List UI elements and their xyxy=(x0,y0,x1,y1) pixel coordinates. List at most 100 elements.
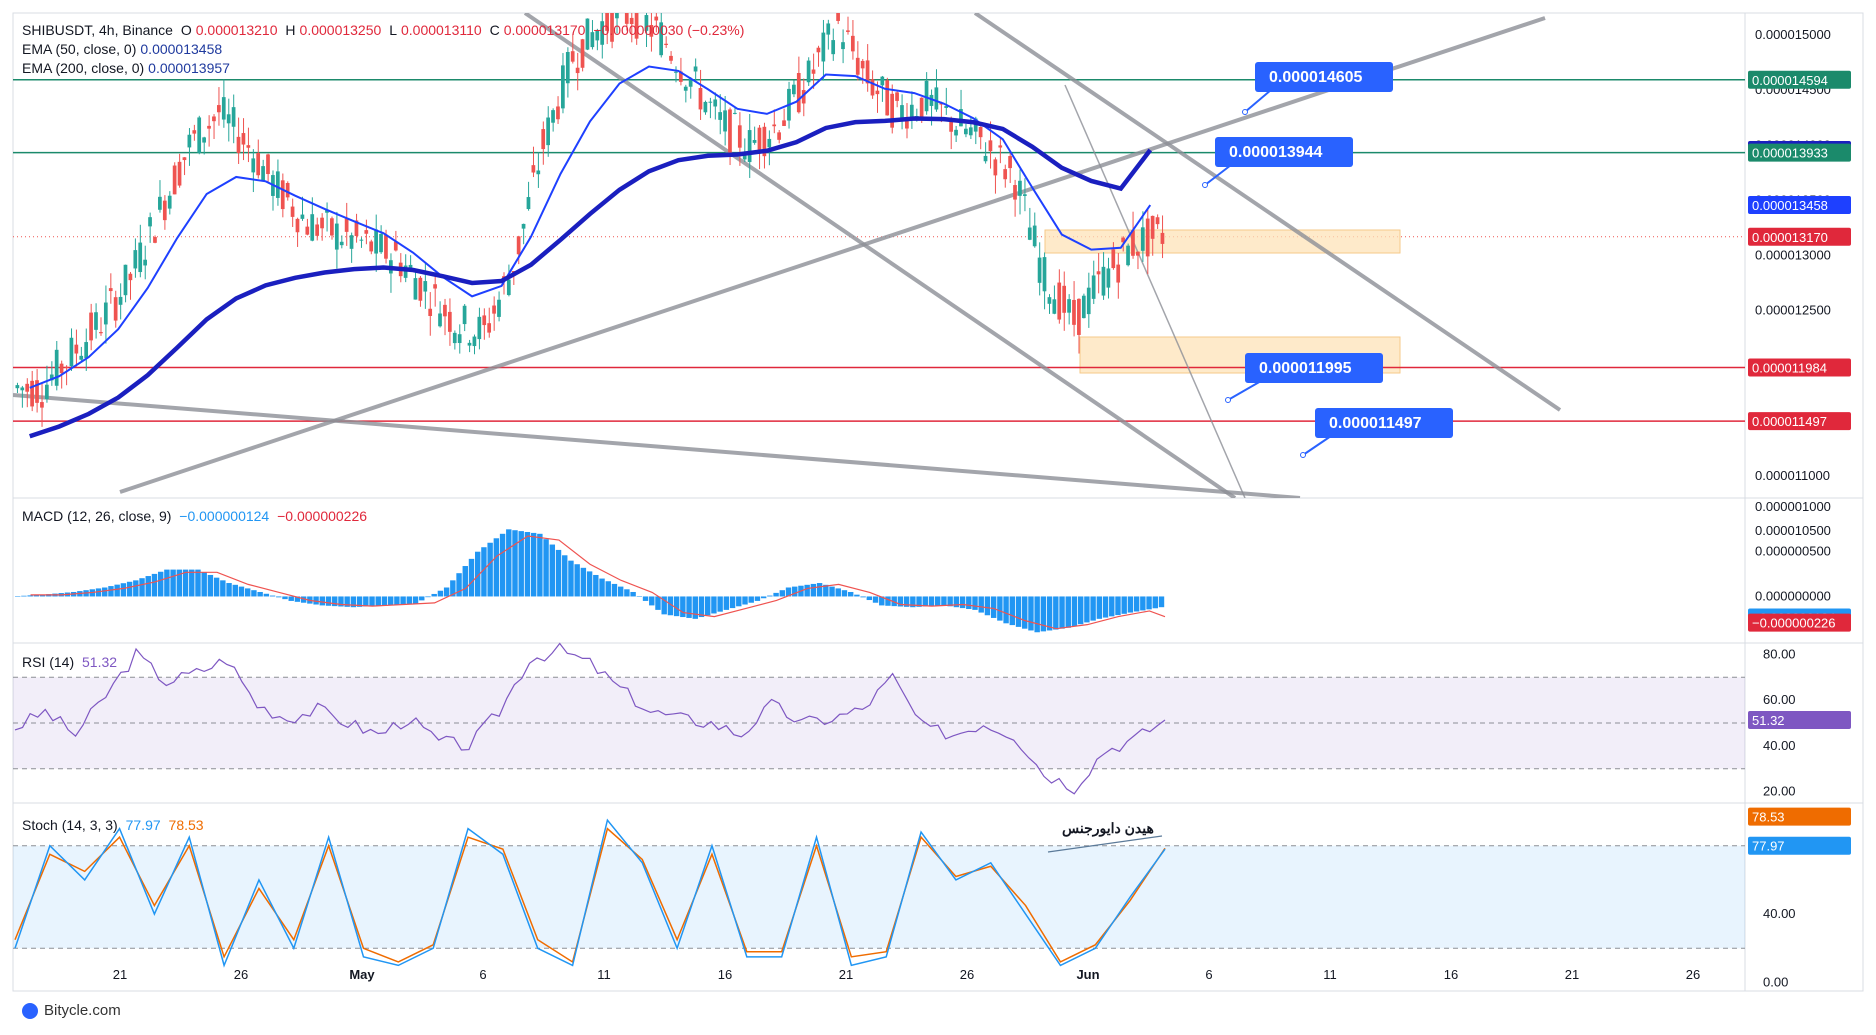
candle-body xyxy=(44,384,49,399)
axis-tag-3 xyxy=(1748,196,1851,215)
macd-bar xyxy=(785,587,792,597)
macd-bar xyxy=(21,595,27,597)
time-tick-label: 6 xyxy=(479,967,486,982)
candle-body xyxy=(128,273,133,281)
macd-bar xyxy=(195,569,201,597)
macd-bar xyxy=(288,596,294,601)
macd-bar xyxy=(1040,596,1047,632)
candle-body xyxy=(610,13,614,42)
candle-body xyxy=(428,308,433,316)
macd-bar xyxy=(176,569,183,597)
candle-body xyxy=(49,374,54,381)
divergence-line xyxy=(1047,835,1163,853)
candle-body xyxy=(123,264,128,296)
macd-bar xyxy=(381,596,388,606)
macd-bar xyxy=(953,596,960,608)
macd-bar xyxy=(642,596,649,601)
macd-bar xyxy=(145,576,151,597)
macd-bar xyxy=(356,596,363,607)
macd-bar xyxy=(537,533,543,597)
macd-bar xyxy=(1152,596,1158,609)
macd-bar xyxy=(673,596,680,617)
candle-body xyxy=(521,223,526,229)
callout-text-3: 0.000011497 xyxy=(1329,415,1422,432)
candle-body xyxy=(1037,257,1042,283)
macd-bar xyxy=(624,589,630,597)
axis-tag-text-4: 0.000013170 xyxy=(1752,230,1828,245)
macd-bar xyxy=(1096,596,1103,619)
candle-body xyxy=(909,104,914,119)
candle-body xyxy=(988,140,993,152)
price-tick-label: 0.000015000 xyxy=(1755,27,1831,42)
callout-pointer-0 xyxy=(1244,89,1272,113)
candle-body xyxy=(929,94,934,106)
candle-body xyxy=(143,259,147,266)
candle-body xyxy=(354,220,359,236)
macd-bar xyxy=(692,596,698,619)
macd-bar xyxy=(1022,596,1028,629)
candle-body xyxy=(536,170,541,175)
macd-bar xyxy=(854,594,860,597)
macd-bar xyxy=(903,596,910,607)
macd-pane[interactable] xyxy=(15,529,1166,633)
axis-tag-text-2: 0.000013933 xyxy=(1752,146,1828,161)
ohlc-low: 0.000013110 xyxy=(400,22,482,38)
candle-body xyxy=(561,65,565,109)
macd-bar xyxy=(263,593,270,597)
candle-body xyxy=(384,234,388,259)
macd-bar xyxy=(170,569,176,597)
macd-tick-label: 0.000001000 xyxy=(1755,499,1831,514)
stoch-pane[interactable] xyxy=(13,818,1745,968)
macd-bar xyxy=(39,594,46,597)
macd-bar xyxy=(661,596,667,615)
macd-bar xyxy=(27,595,33,597)
candle-body xyxy=(615,13,619,19)
macd-bar xyxy=(698,596,705,618)
candle-body xyxy=(526,197,531,210)
macd-bar xyxy=(723,596,730,610)
macd-signal-line xyxy=(30,535,1166,630)
macd-bar xyxy=(792,586,798,597)
macd-bar xyxy=(201,572,207,597)
candle-body xyxy=(575,67,580,74)
macd-bar xyxy=(754,596,761,601)
macd-bar xyxy=(1140,596,1146,611)
candle-body xyxy=(634,13,639,39)
candle-body xyxy=(890,93,895,128)
candle-body xyxy=(89,312,93,341)
macd-bar xyxy=(375,596,381,606)
macd-bar xyxy=(108,586,114,597)
candle-body xyxy=(148,217,152,227)
candle-body xyxy=(669,55,673,61)
candle-body xyxy=(605,13,609,31)
candle-body xyxy=(506,279,511,296)
stoch-d-value: 78.53 xyxy=(168,817,204,833)
rsi-pane[interactable] xyxy=(13,642,1745,795)
candle-body xyxy=(477,316,482,340)
candle-body xyxy=(678,71,683,82)
macd-bar xyxy=(617,586,624,597)
macd-bar xyxy=(126,581,133,597)
macd-bar xyxy=(966,596,972,609)
candle-body xyxy=(659,22,664,56)
trend-line-4 xyxy=(13,393,1301,498)
macd-bar xyxy=(456,573,462,597)
macd-value: −0.000000124 xyxy=(179,508,270,524)
macd-bar xyxy=(450,580,456,597)
macd-bar xyxy=(102,587,108,597)
macd-bar xyxy=(182,569,189,597)
candle-body xyxy=(167,195,172,209)
axis-tag-text-0: 0.000014594 xyxy=(1752,73,1828,88)
candle-body xyxy=(59,363,64,374)
macd-bar xyxy=(1059,596,1065,629)
candle-body xyxy=(320,217,324,229)
macd-bar xyxy=(574,564,580,597)
candle-body xyxy=(900,105,904,120)
macd-bar xyxy=(443,587,450,597)
macd-bar xyxy=(1071,596,1078,626)
candle-body xyxy=(954,129,958,136)
candle-body xyxy=(261,166,265,181)
macd-bar xyxy=(419,596,425,601)
macd-bar xyxy=(804,584,810,597)
